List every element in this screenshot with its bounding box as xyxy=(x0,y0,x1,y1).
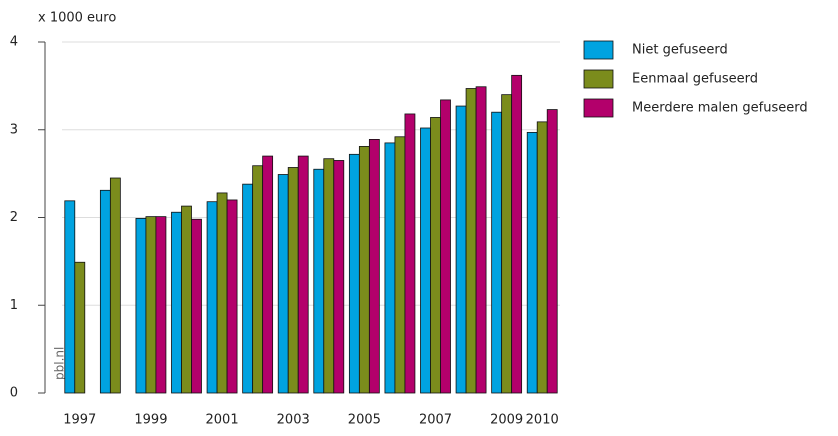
x-tick-label: 1997 xyxy=(63,413,96,428)
bar xyxy=(74,261,86,394)
x-tick-label: 2001 xyxy=(206,413,239,428)
y-tick-label: 4 xyxy=(10,35,18,50)
x-tick-label: 2005 xyxy=(348,413,381,428)
bar xyxy=(358,146,370,394)
bar xyxy=(155,216,167,394)
bar xyxy=(348,153,360,394)
x-tick-label: 2007 xyxy=(419,413,452,428)
y-tick-label: 0 xyxy=(10,386,18,401)
bar xyxy=(171,211,182,394)
bar xyxy=(99,189,111,394)
bar xyxy=(181,205,192,394)
y-tick-label: 3 xyxy=(10,122,18,137)
bar xyxy=(226,199,238,394)
bar xyxy=(135,217,147,394)
y-axis-title: x 1000 euro xyxy=(38,11,116,26)
bar xyxy=(384,142,396,394)
x-tick-label: 2010 xyxy=(526,413,559,428)
bar xyxy=(242,183,254,394)
bar xyxy=(297,155,309,394)
bar xyxy=(455,105,467,394)
legend-label: Meerdere malen gefuseerd xyxy=(632,101,808,116)
bar xyxy=(394,136,406,394)
bar xyxy=(333,160,345,394)
legend-label: Niet gefuseerd xyxy=(632,43,728,58)
bar xyxy=(526,131,538,394)
bar xyxy=(440,99,451,394)
bar xyxy=(430,117,441,394)
legend-swatch xyxy=(583,69,614,89)
bar xyxy=(313,168,325,394)
bar xyxy=(191,218,202,394)
bar xyxy=(420,127,431,394)
x-tick-label: 2003 xyxy=(277,413,310,428)
watermark: pbl.nl xyxy=(53,347,67,380)
bar xyxy=(323,158,335,394)
bar xyxy=(536,121,548,394)
bar xyxy=(404,113,416,394)
bar xyxy=(206,201,218,394)
y-tick-label: 1 xyxy=(10,298,18,313)
bar xyxy=(287,167,299,394)
bar xyxy=(546,109,558,394)
legend-label: Eenmaal gefuseerd xyxy=(632,72,758,87)
x-tick-label: 1999 xyxy=(134,413,167,428)
bar xyxy=(511,74,523,394)
bar xyxy=(252,165,264,394)
bar xyxy=(491,111,503,394)
bar xyxy=(216,192,228,394)
bar xyxy=(262,155,274,394)
bar xyxy=(475,86,487,394)
legend-swatch xyxy=(583,40,614,60)
bar xyxy=(277,174,289,394)
bar xyxy=(145,216,157,394)
legend-swatch xyxy=(583,98,614,118)
bar xyxy=(465,88,477,394)
bar xyxy=(109,177,121,394)
y-tick-label: 2 xyxy=(10,210,18,225)
bar xyxy=(501,94,513,394)
x-tick-label: 2009 xyxy=(490,413,523,428)
bar xyxy=(64,200,76,394)
bar xyxy=(368,139,380,394)
